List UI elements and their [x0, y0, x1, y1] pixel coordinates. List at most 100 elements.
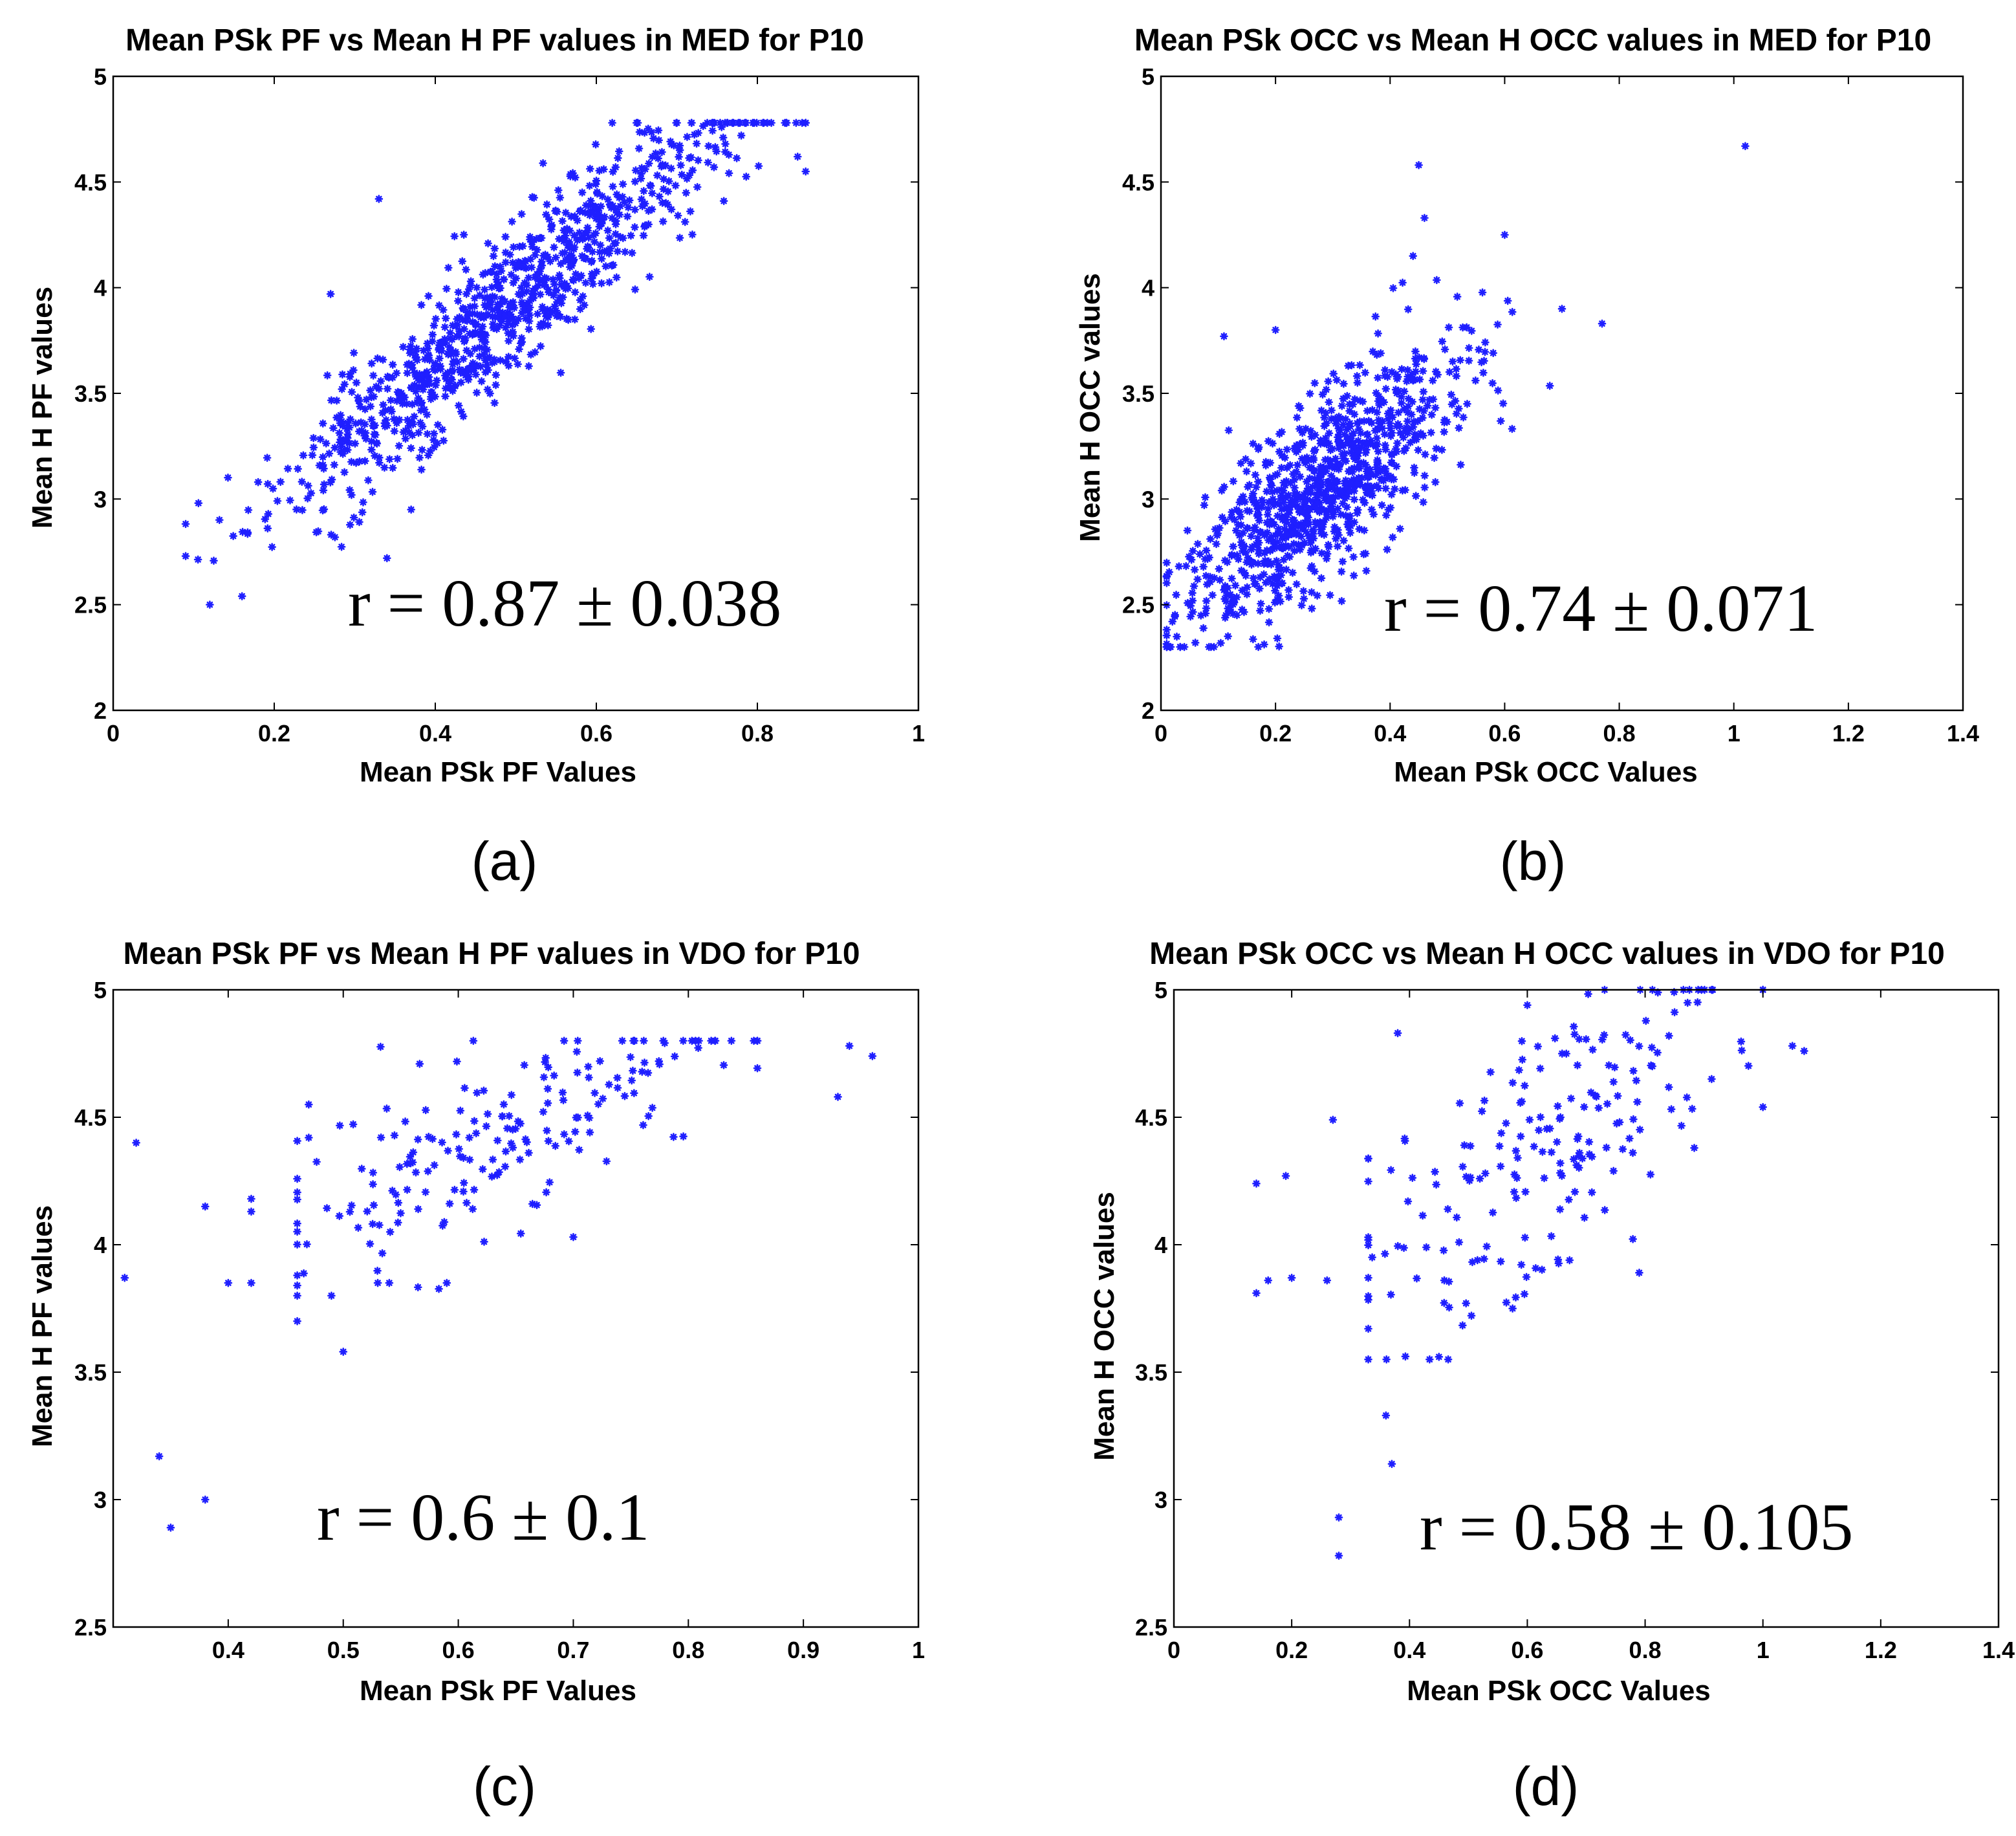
data-point	[517, 309, 526, 318]
data-point	[1481, 338, 1490, 347]
data-point	[330, 461, 339, 469]
data-point	[1272, 556, 1281, 565]
y-tick-label: 4.5	[74, 1104, 107, 1131]
data-point	[1653, 988, 1662, 997]
data-point	[1271, 325, 1280, 334]
x-tick-label: 1.4	[1982, 1637, 2015, 1663]
data-point	[1360, 482, 1369, 491]
data-point	[528, 1199, 537, 1208]
data-point	[1462, 1299, 1470, 1307]
data-point	[1452, 365, 1460, 373]
data-point	[215, 516, 224, 525]
data-point	[305, 1133, 313, 1142]
data-point	[354, 397, 363, 406]
data-point	[641, 165, 649, 173]
data-point	[332, 413, 341, 422]
data-point	[1621, 1031, 1630, 1039]
data-point	[682, 188, 691, 197]
data-point	[459, 412, 468, 421]
data-point	[596, 241, 605, 250]
data-point	[1248, 558, 1257, 567]
data-point	[411, 353, 420, 362]
data-point	[508, 1143, 517, 1152]
data-point	[1401, 486, 1409, 494]
data-point	[293, 1271, 301, 1280]
data-point	[376, 377, 385, 386]
x-tick-label: 0.8	[672, 1637, 704, 1663]
data-point	[719, 197, 728, 205]
data-point	[559, 1036, 569, 1045]
data-point	[475, 343, 484, 352]
data-point	[1373, 457, 1382, 466]
data-point	[801, 118, 810, 127]
data-point	[1284, 593, 1293, 602]
data-point	[1290, 540, 1298, 548]
data-point	[429, 443, 439, 452]
data-point	[1252, 1179, 1261, 1188]
data-point	[403, 369, 412, 377]
data-point	[1369, 440, 1377, 449]
data-point	[194, 499, 203, 507]
data-point	[640, 186, 648, 195]
data-point	[1525, 1115, 1534, 1124]
data-point	[1317, 549, 1326, 558]
data-point	[1588, 1045, 1597, 1054]
data-point	[1516, 1132, 1525, 1141]
data-point	[1457, 461, 1465, 469]
data-point	[1468, 1258, 1477, 1267]
data-point	[1308, 482, 1317, 491]
data-point	[1235, 531, 1244, 540]
data-point	[1626, 1036, 1634, 1045]
data-point	[1479, 368, 1488, 377]
data-point	[550, 1071, 558, 1080]
data-point	[1273, 486, 1281, 495]
data-point	[1317, 477, 1326, 486]
data-point	[403, 360, 411, 369]
data-point	[499, 1100, 508, 1109]
data-point	[459, 355, 468, 364]
x-tick-label: 0.8	[1629, 1637, 1662, 1663]
data-point	[1320, 494, 1329, 503]
data-point	[437, 338, 446, 347]
data-point	[286, 496, 294, 505]
data-point	[1286, 479, 1295, 487]
data-point	[1334, 1513, 1343, 1522]
data-point	[616, 233, 625, 241]
data-point	[1285, 505, 1294, 514]
data-point	[544, 1137, 553, 1145]
data-point	[468, 309, 477, 318]
data-point	[382, 415, 391, 424]
data-point	[505, 303, 514, 312]
data-point	[1508, 1304, 1517, 1313]
data-point	[683, 133, 691, 141]
data-point	[462, 1199, 471, 1207]
data-point	[1409, 417, 1418, 426]
data-point	[575, 1146, 583, 1154]
data-point	[1324, 493, 1333, 501]
data-point	[1520, 1289, 1529, 1298]
data-point	[603, 226, 612, 235]
data-point	[1512, 1146, 1521, 1155]
data-point	[1534, 1126, 1543, 1135]
data-point	[442, 1278, 451, 1287]
data-point	[293, 1317, 301, 1326]
data-point	[1499, 399, 1508, 408]
data-point	[431, 314, 440, 323]
data-point	[472, 283, 481, 292]
data-point	[488, 292, 497, 301]
data-point	[1411, 430, 1419, 439]
data-point	[345, 423, 354, 432]
chart-d-annotation: r = 0.58 ± 0.105	[1420, 1490, 1853, 1564]
data-point	[1289, 470, 1297, 478]
data-point	[1629, 1066, 1638, 1075]
data-point	[304, 481, 312, 490]
data-point	[467, 365, 475, 373]
data-point	[547, 309, 556, 318]
data-point	[1383, 545, 1391, 554]
data-point	[451, 350, 461, 358]
data-point	[1298, 428, 1306, 437]
data-point	[618, 180, 627, 188]
data-point	[1415, 405, 1424, 413]
data-point	[531, 250, 539, 259]
data-point	[504, 361, 513, 370]
